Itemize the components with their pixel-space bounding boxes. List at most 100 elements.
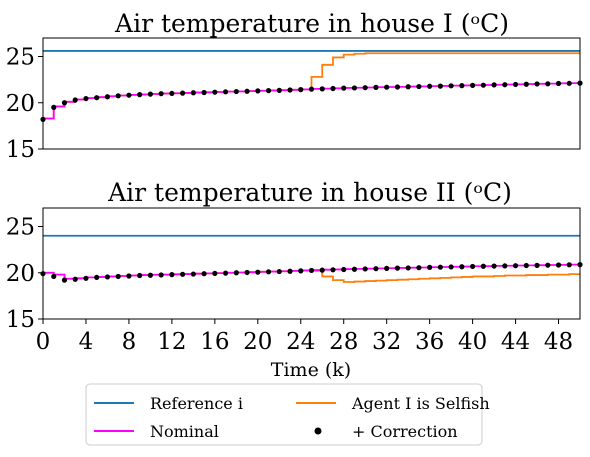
correction-point bbox=[83, 95, 89, 102]
legend-marker-correction bbox=[314, 427, 322, 435]
correction-point bbox=[201, 271, 207, 277]
x-tick-label: 32 bbox=[372, 329, 401, 355]
correction-point bbox=[126, 92, 132, 98]
correction-point bbox=[298, 87, 304, 93]
correction-point bbox=[158, 91, 164, 97]
correction-point bbox=[341, 85, 347, 91]
correction-point bbox=[523, 262, 529, 269]
x-tick-label: 36 bbox=[415, 329, 444, 355]
y-tick-label: 25 bbox=[6, 45, 35, 71]
correction-point bbox=[362, 85, 368, 91]
subplot-house-2: Air temperature in house II (ᵒC) 152025 … bbox=[6, 178, 583, 381]
correction-point bbox=[169, 90, 175, 97]
correction-point bbox=[276, 87, 282, 93]
correction-point bbox=[83, 275, 89, 281]
plot-area-house-1 bbox=[40, 50, 583, 122]
correction-point bbox=[555, 262, 562, 268]
correction-point bbox=[373, 84, 379, 90]
subplot-title-house-1: Air temperature in house I (ᵒC) bbox=[114, 9, 509, 38]
correction-point bbox=[244, 88, 250, 94]
correction-point bbox=[180, 271, 186, 277]
correction-point bbox=[459, 83, 465, 89]
correction-point bbox=[308, 267, 315, 274]
correction-point bbox=[147, 272, 153, 278]
correction-point bbox=[255, 269, 261, 275]
correction-point bbox=[61, 277, 68, 283]
correction-point bbox=[545, 81, 551, 87]
y-tick-label: 15 bbox=[6, 307, 35, 333]
correction-point bbox=[287, 268, 293, 274]
correction-point bbox=[61, 100, 68, 106]
correction-point bbox=[555, 80, 562, 87]
correction-point bbox=[72, 276, 78, 282]
correction-point bbox=[244, 269, 250, 276]
correction-point bbox=[115, 273, 121, 280]
y-tick-label: 20 bbox=[6, 261, 35, 287]
subplot-house-1: Air temperature in house I (ᵒC) 15 20 25 bbox=[6, 9, 583, 163]
correction-point bbox=[502, 82, 508, 88]
x-tick-label: 4 bbox=[79, 329, 94, 355]
y-axis-house-2: 15 20 25 bbox=[6, 215, 43, 333]
correction-point bbox=[104, 274, 111, 280]
y-tick-label: 25 bbox=[6, 215, 35, 241]
correction-point bbox=[115, 93, 121, 99]
correction-point bbox=[276, 268, 282, 275]
axes-frame-house-1 bbox=[42, 37, 581, 150]
correction-point bbox=[384, 84, 390, 90]
correction-point bbox=[169, 272, 175, 278]
plot-area-house-2 bbox=[40, 234, 583, 283]
correction-point bbox=[94, 274, 100, 280]
correction-point bbox=[351, 85, 358, 91]
correction-point bbox=[233, 88, 239, 95]
correction-point bbox=[222, 270, 229, 276]
legend-label-agent-i-is-selfish: Agent I is Selfish bbox=[351, 394, 490, 413]
correction-point bbox=[319, 86, 325, 92]
correction-point bbox=[405, 84, 411, 90]
y-axis-house-1: 15 20 25 bbox=[6, 45, 43, 163]
correction-point bbox=[330, 267, 336, 273]
correction-point bbox=[427, 83, 433, 89]
legend-label-nominal: Nominal bbox=[150, 422, 219, 441]
series-line-agent-i-is-selfish bbox=[43, 52, 580, 120]
correction-point bbox=[308, 86, 315, 92]
correction-point bbox=[491, 263, 497, 269]
legend-label-reference-i: Reference i bbox=[150, 394, 243, 413]
correction-point bbox=[437, 83, 443, 89]
correction-point bbox=[394, 84, 401, 90]
correction-point bbox=[405, 265, 411, 271]
correction-point bbox=[566, 80, 572, 86]
correction-point bbox=[201, 89, 207, 96]
correction-point bbox=[298, 268, 304, 274]
correction-point bbox=[265, 88, 272, 94]
correction-point bbox=[545, 262, 551, 268]
x-axis-house-2: 0 4 8 12 16 20 24 28 32 36 40 44 48 bbox=[36, 319, 573, 355]
correction-point bbox=[448, 83, 454, 89]
correction-point bbox=[147, 91, 153, 97]
correction-point bbox=[373, 266, 379, 272]
correction-point bbox=[502, 263, 508, 269]
x-tick-label: 24 bbox=[286, 329, 315, 355]
y-tick-label: 20 bbox=[6, 91, 35, 117]
correction-point bbox=[351, 266, 358, 272]
correction-point bbox=[137, 92, 143, 98]
correction-point bbox=[233, 270, 239, 276]
y-tick-label: 15 bbox=[6, 137, 35, 163]
correction-point bbox=[416, 83, 422, 90]
correction-point bbox=[341, 266, 347, 273]
x-axis-label: Time (k) bbox=[271, 359, 351, 381]
correction-point bbox=[416, 265, 422, 271]
correction-point bbox=[534, 81, 540, 87]
correction-point bbox=[437, 264, 443, 270]
correction-point bbox=[523, 81, 529, 87]
correction-point bbox=[319, 267, 325, 273]
x-tick-label: 48 bbox=[544, 329, 573, 355]
correction-point bbox=[512, 263, 519, 269]
correction-point bbox=[427, 264, 433, 270]
correction-point bbox=[362, 266, 368, 272]
axes-frame-house-2 bbox=[42, 207, 581, 320]
legend-entries: Reference i Agent I is Selfish Nominal + Co… bbox=[94, 394, 490, 441]
x-tick-label: 12 bbox=[157, 329, 186, 355]
correction-point bbox=[394, 265, 401, 271]
correction-point bbox=[566, 262, 572, 268]
